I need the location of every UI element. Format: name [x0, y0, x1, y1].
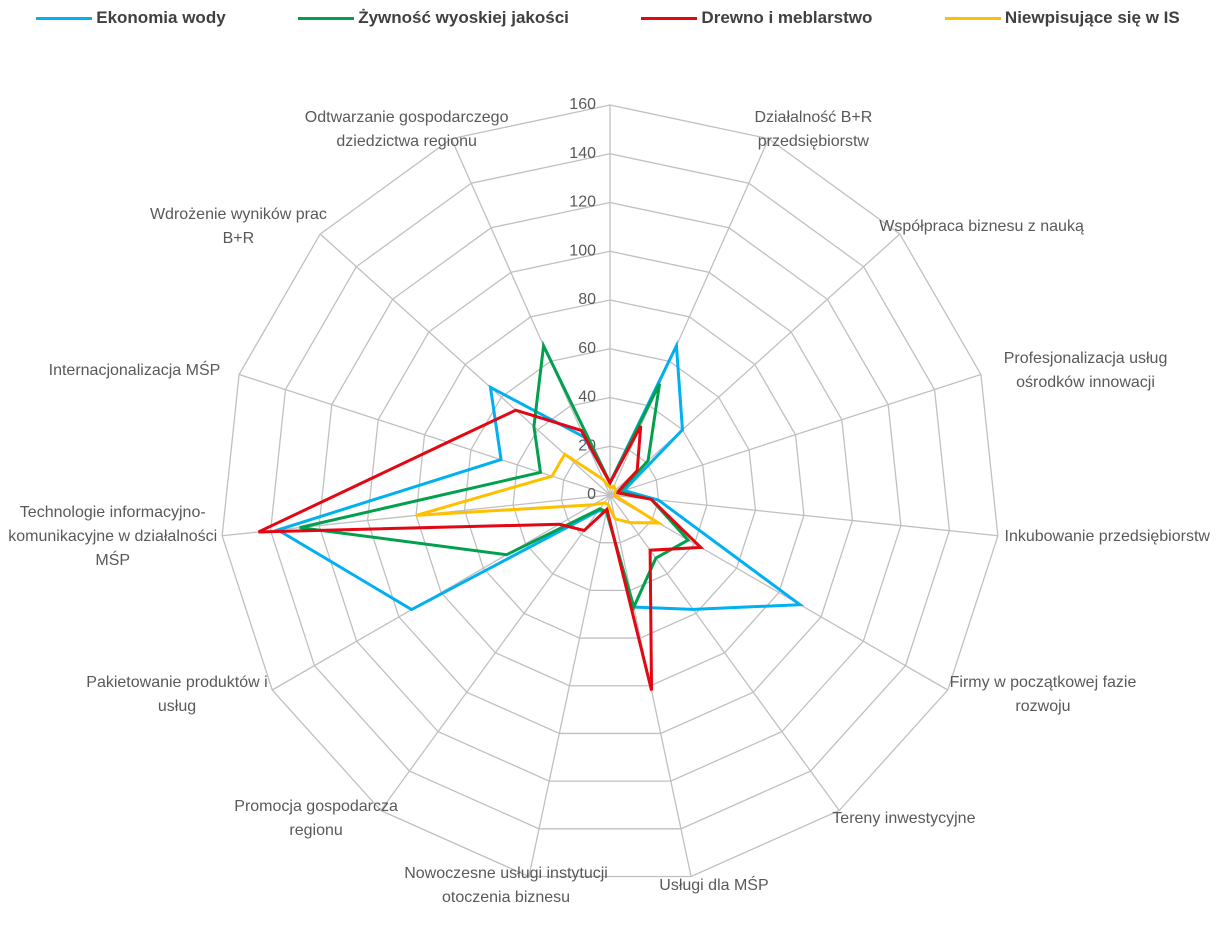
category-label: Firmy w początkowej fazie rozwoju	[949, 674, 1137, 715]
spoke	[609, 494, 949, 691]
category-label: Usługi dla MŚP	[659, 877, 769, 895]
series-line	[415, 452, 664, 525]
spoke	[609, 494, 840, 811]
tick-label: 80	[578, 291, 596, 308]
category-label: Inkubowanie przedsiębiorstw	[1004, 527, 1210, 545]
legend: Ekonomia wody Żywność wyoskiej jakości Dre…	[0, 8, 1216, 28]
legend-swatch	[641, 16, 698, 20]
grid-ring	[366, 250, 854, 735]
spoke	[380, 494, 611, 811]
legend-label: Niewpisujące się w IS	[1004, 8, 1180, 27]
category-label: Wdrożenie wyników prac B+R	[149, 206, 327, 248]
grid-ring	[221, 104, 999, 878]
spoke	[609, 233, 901, 496]
spoke	[238, 373, 611, 496]
spoke	[609, 494, 998, 537]
category-label: Technologie informacyjno-komunikacyjne w…	[8, 503, 218, 569]
tick-label: 120	[569, 194, 596, 211]
category-label: Internacjonalizacja MŚP	[48, 362, 221, 380]
legend-swatch	[36, 16, 93, 20]
category-label: Pakietowanie produktów i usług	[86, 674, 268, 715]
legend-swatch	[298, 16, 355, 20]
category-label: Współpraca biznesu z nauką	[879, 218, 1084, 236]
legend-item: Żywność wyoskiej jakości	[298, 8, 569, 28]
grid-ring	[269, 153, 951, 830]
legend-item: Ekonomia wody	[36, 8, 226, 28]
category-label: Odtwarzanie gospodarczego dziedzictwa re…	[304, 108, 509, 150]
legend-item: Niewpisujące się w IS	[944, 8, 1180, 28]
category-label: Promocja gospodarcza regionu	[234, 797, 398, 839]
legend-label: Żywność wyoskiej jakości	[358, 8, 569, 27]
grid-ring	[415, 299, 805, 687]
category-label: Nowoczesne usługi instytucji otoczenia b…	[404, 865, 608, 907]
legend-label: Ekonomia wody	[96, 8, 226, 27]
grid-ring	[560, 445, 660, 544]
grid-ring	[318, 201, 902, 782]
legend-swatch	[944, 16, 1001, 20]
spoke	[528, 494, 611, 877]
tick-label: 160	[569, 96, 596, 113]
category-label: Działalność B+R przedsiębiorstw	[754, 108, 873, 150]
legend-label: Drewno i meblarstwo	[701, 8, 873, 27]
tick-label: 60	[578, 340, 596, 357]
tick-label: 100	[569, 242, 596, 259]
category-label: Profesjonalizacja usług ośrodków innowac…	[1003, 350, 1168, 392]
grid-ring	[512, 396, 708, 592]
series-line	[257, 408, 705, 691]
spoke	[609, 373, 982, 496]
legend-item: Drewno i meblarstwo	[641, 8, 872, 28]
category-label: Tereny inwestycyjne	[832, 809, 976, 827]
tick-label: 0	[587, 486, 596, 503]
tick-label: 140	[569, 145, 596, 162]
tick-label: 40	[578, 389, 596, 406]
spoke	[319, 233, 611, 496]
